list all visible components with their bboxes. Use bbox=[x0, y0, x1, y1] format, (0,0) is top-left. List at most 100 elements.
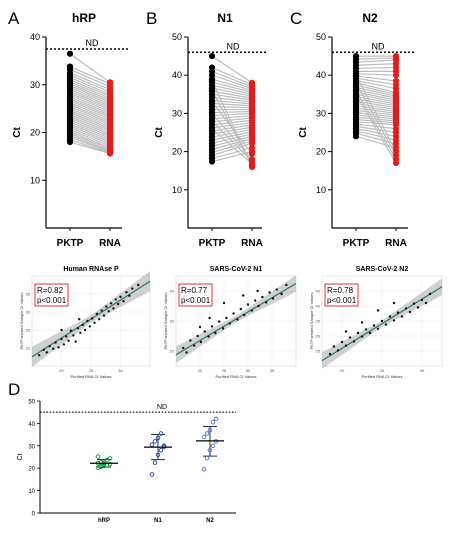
pktp-point-n1-0 bbox=[208, 53, 216, 60]
pair-line-n1-17 bbox=[211, 115, 253, 120]
y-tick-label-human-rnase-p-20: 20 bbox=[26, 346, 31, 351]
y-tick-label-n2-20: 20 bbox=[316, 147, 326, 157]
scatter-point-sars-cov-2-n1-31 bbox=[242, 294, 245, 297]
scatter-point-sars-cov-2-n1-24 bbox=[268, 291, 271, 294]
scatter-point-sars-cov-2-n1-25 bbox=[271, 297, 275, 300]
pair-line-n2-9 bbox=[355, 79, 397, 90]
y-tick-label-sars-cov-2-n2-30: 30 bbox=[316, 334, 321, 339]
annotation-p-sars-cov-2-n2: p<0.001 bbox=[327, 296, 357, 305]
scatter-point-human-rnase-p-18 bbox=[86, 319, 89, 323]
scatter-point-sars-cov-2-n2-8 bbox=[360, 335, 364, 338]
pair-line-n2-17 bbox=[355, 98, 397, 107]
dot-point-n2-2 bbox=[207, 448, 213, 453]
pair-line-n1-27 bbox=[211, 138, 253, 150]
scatter-point-human-rnase-p-2 bbox=[45, 351, 48, 354]
x-tick-label-hrp-pktp: PKTP bbox=[57, 238, 84, 249]
scatter-point-sars-cov-2-n2-11 bbox=[372, 324, 376, 327]
y-tick-label-n2-40: 40 bbox=[316, 70, 326, 80]
y-axis-label-sars-cov-2-n2: PKTP-treated Sample Ct Values bbox=[309, 292, 314, 349]
scatter-point-sars-cov-2-n2-12 bbox=[376, 327, 380, 330]
dot-point-hrp-10 bbox=[95, 454, 101, 459]
pair-line-n2-2 bbox=[355, 59, 397, 63]
x-tick-label-sars-cov-2-n1-20: 20 bbox=[198, 368, 203, 373]
scatter-point-sars-cov-2-n2-24 bbox=[424, 301, 428, 305]
pair-line-hrp-35 bbox=[69, 134, 111, 152]
y-tick-label-hrp-30: 30 bbox=[30, 80, 40, 90]
scatter-point-human-rnase-p-33 bbox=[122, 300, 125, 303]
pair-line-hrp-29 bbox=[69, 123, 111, 141]
pair-line-hrp-37 bbox=[69, 139, 111, 154]
chart-title-n2: N2 bbox=[362, 11, 378, 25]
pair-line-n1-36 bbox=[211, 120, 253, 162]
y-tick-label-n1-20: 20 bbox=[172, 147, 182, 157]
scatter-point-sars-cov-2-n1-22 bbox=[261, 295, 264, 299]
y-tick-label-n2-10: 10 bbox=[316, 185, 326, 195]
x-tick-label-human-rnase-p-25: 25 bbox=[89, 368, 94, 373]
x-tick-label-d-hrp: hRP bbox=[98, 518, 110, 524]
y-axis-label-human-rnase-p: PKTP-treated Sample Ct Values bbox=[19, 292, 24, 349]
y-axis-label-hrp: Ct bbox=[12, 127, 23, 138]
scatter-point-sars-cov-2-n1-9 bbox=[214, 331, 217, 335]
pair-line-n1-7 bbox=[211, 87, 253, 97]
pktp-point-n2-34 bbox=[352, 72, 360, 79]
pair-line-hrp-34 bbox=[69, 132, 111, 150]
nd-label-hrp: ND bbox=[86, 38, 99, 48]
scatter-point-human-rnase-p-30 bbox=[114, 298, 117, 301]
pair-line-n2-8 bbox=[355, 77, 397, 86]
dot-point-n1-3 bbox=[158, 448, 164, 453]
scatter-point-human-rnase-p-19 bbox=[88, 325, 92, 328]
pair-line-n2-30 bbox=[355, 128, 397, 137]
scatter-point-human-rnase-p-23 bbox=[98, 318, 101, 321]
scatter-point-human-rnase-p-32 bbox=[119, 295, 122, 299]
paired-chart-hrp: hRP 10 20 30 40 Ct ND PKTP RNA bbox=[12, 11, 128, 249]
pair-line-hrp-9 bbox=[69, 85, 111, 103]
pair-line-n1-23 bbox=[211, 128, 253, 138]
scatter-point-human-rnase-p-1 bbox=[42, 348, 45, 351]
dot-point-n1-8 bbox=[158, 431, 164, 436]
pair-line-hrp-26 bbox=[69, 117, 111, 135]
scatter-point-sars-cov-2-n2-18 bbox=[400, 315, 404, 318]
pktp-point-n2-37 bbox=[352, 91, 360, 98]
panel-letter-d: D bbox=[8, 380, 20, 399]
x-tick-label-n1-rna: RNA bbox=[241, 238, 263, 249]
pair-line-hrp-20 bbox=[69, 106, 111, 124]
scatter-point-sars-cov-2-n2-14 bbox=[384, 323, 388, 326]
pair-line-hrp-36 bbox=[69, 136, 111, 153]
scatter-point-human-rnase-p-14 bbox=[76, 327, 80, 330]
dot-point-n1-7 bbox=[155, 435, 161, 441]
x-tick-label-sars-cov-2-n2-30: 30 bbox=[380, 368, 385, 373]
pair-line-n1-25 bbox=[211, 133, 253, 144]
y-tick-label-n2-30: 30 bbox=[316, 108, 326, 118]
annotation-box-sars-cov-2-n2 bbox=[324, 283, 359, 307]
annotation-r-human-rnase-p: R=0.82 bbox=[37, 286, 64, 295]
y-tick-label-hrp-20: 20 bbox=[30, 128, 40, 138]
y-tick-label-sars-cov-2-n1-20: 20 bbox=[170, 349, 175, 354]
pair-line-hrp-7 bbox=[69, 81, 111, 99]
pair-line-n1-6 bbox=[211, 84, 253, 95]
pair-line-hrp-8 bbox=[69, 83, 111, 101]
pair-line-n2-6 bbox=[355, 73, 397, 76]
pair-line-n2-27 bbox=[355, 121, 397, 126]
nd-label-n2: ND bbox=[372, 41, 385, 51]
scatter-point-human-rnase-p-39 bbox=[60, 328, 63, 332]
pair-line-hrp-30 bbox=[69, 125, 111, 143]
scatter-point-sars-cov-2-n2-20 bbox=[408, 310, 412, 314]
x-axis-label-sars-cov-2-n2: Purified RNA Ct Values bbox=[361, 374, 402, 379]
scatter-point-human-rnase-p-34 bbox=[125, 291, 128, 294]
scatter-point-sars-cov-2-n1-1 bbox=[185, 351, 188, 354]
dot-point-n1-2 bbox=[155, 452, 161, 458]
pair-line-n2-26 bbox=[355, 118, 397, 124]
pair-line-n2-1 bbox=[355, 57, 397, 60]
dot-point-hrp-4 bbox=[107, 461, 113, 467]
dot-point-n2-1 bbox=[204, 455, 210, 461]
dot-point-hrp-9 bbox=[107, 456, 113, 461]
y-tick-label-d-10: 10 bbox=[28, 489, 35, 495]
scatter-point-sars-cov-2-n2-5 bbox=[348, 336, 352, 339]
pair-line-n2-21 bbox=[355, 107, 397, 114]
nd-label-n1: ND bbox=[227, 41, 240, 51]
y-tick-label-hrp-40: 40 bbox=[30, 32, 40, 42]
scatter-point-human-rnase-p-10 bbox=[67, 339, 70, 342]
x-tick-label-n1-pktp: PKTP bbox=[199, 238, 226, 249]
x-tick-label-sars-cov-2-n2-20: 20 bbox=[340, 368, 345, 373]
dot-point-n1-0 bbox=[149, 472, 155, 477]
